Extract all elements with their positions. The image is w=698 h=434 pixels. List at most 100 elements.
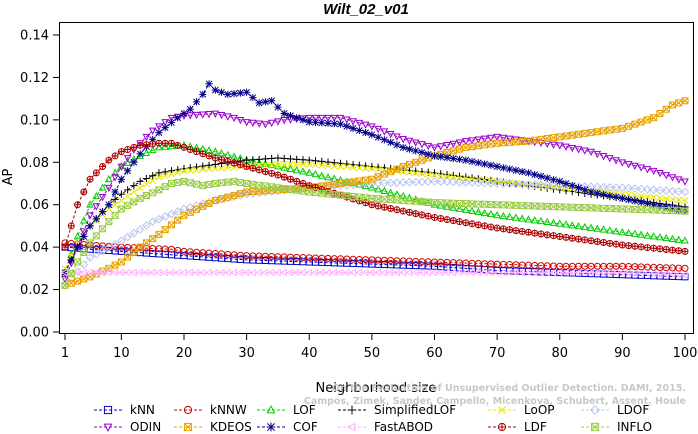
data-point-kdeos <box>468 143 476 151</box>
data-point-kdeos <box>474 142 482 150</box>
data-point-ldof <box>392 178 402 187</box>
data-point-odin <box>342 116 351 124</box>
data-point-odin <box>631 162 639 171</box>
data-point-ldf <box>92 169 100 177</box>
data-point-inflo <box>99 225 107 233</box>
data-point-cof <box>67 256 75 264</box>
data-point-loop <box>656 194 664 202</box>
y-tick-label: 0.00 <box>20 326 49 341</box>
data-point-loop <box>625 191 632 199</box>
data-point-ldf <box>456 218 464 226</box>
data-point-lof <box>549 218 558 226</box>
data-point-odin <box>574 146 583 154</box>
data-point-ldf <box>268 169 276 177</box>
data-point-loop <box>305 161 313 168</box>
data-point-loop <box>349 164 357 171</box>
data-point-kdeos <box>349 178 357 186</box>
data-point-odin <box>499 134 508 143</box>
data-point-kdeos <box>675 99 683 107</box>
data-point-ldof <box>636 184 646 194</box>
data-point-odin <box>198 111 207 119</box>
data-point-ldf <box>111 152 119 160</box>
data-point-odin <box>555 142 564 150</box>
data-point-inflo <box>305 188 313 196</box>
data-point-kdeos <box>387 168 395 176</box>
data-point-ldof <box>442 177 452 187</box>
data-point-kdeos <box>362 176 370 184</box>
data-point-lof <box>368 183 376 191</box>
data-point-ldf <box>631 242 639 250</box>
data-point-lof <box>599 225 608 233</box>
data-point-cof <box>268 97 276 105</box>
data-point-cof <box>186 105 194 113</box>
data-point-cof <box>405 145 414 153</box>
data-point-odin <box>92 203 101 211</box>
data-point-ldf <box>662 246 670 253</box>
data-point-ldf <box>211 154 219 162</box>
data-point-kdeos <box>167 221 175 229</box>
legend-item-loop: LoOP <box>488 403 555 417</box>
data-point-ldof <box>386 178 395 188</box>
data-point-kdeos <box>355 177 363 185</box>
data-point-inflo <box>575 203 583 211</box>
legend-label: kNN <box>130 403 155 417</box>
data-point-loop <box>374 165 382 173</box>
data-point-lof <box>562 220 570 228</box>
data-point-ldof <box>655 185 665 195</box>
data-point-cof <box>286 112 295 120</box>
data-point-ldof <box>455 177 464 187</box>
data-point-ldof <box>599 182 608 192</box>
data-point-cof <box>474 159 482 167</box>
data-point-ldf <box>105 156 113 164</box>
data-point-inflo <box>174 178 182 186</box>
data-point-lof <box>449 203 458 211</box>
data-point-cof <box>556 177 564 185</box>
data-point-ldof <box>530 180 540 190</box>
data-point-kdeos <box>487 140 495 148</box>
data-point-cof <box>261 98 270 106</box>
data-point-odin <box>436 143 445 151</box>
data-point-odin <box>480 135 489 143</box>
data-point-kdeos <box>136 243 144 251</box>
legend-marker <box>590 422 600 432</box>
data-point-lof <box>155 143 163 151</box>
data-point-ldof <box>618 183 627 193</box>
data-point-odin <box>649 167 658 176</box>
data-point-inflo <box>67 270 75 278</box>
data-point-kdeos <box>537 135 545 143</box>
data-point-ldf <box>61 243 69 251</box>
data-point-loop <box>111 201 119 209</box>
data-point-loop <box>330 162 338 170</box>
data-point-cof <box>380 136 388 144</box>
legend-item-simplifiedlof: SimplifiedLOF <box>338 403 456 417</box>
data-point-ldf <box>681 247 689 255</box>
data-point-kdeos <box>67 279 75 287</box>
data-point-inflo <box>506 201 514 209</box>
data-point-odin <box>681 178 689 186</box>
data-point-ldf <box>199 150 207 158</box>
data-point-lof <box>324 172 332 181</box>
data-point-odin <box>668 174 677 182</box>
data-point-loop <box>318 161 326 169</box>
data-point-kdeos <box>74 277 82 285</box>
legend-marker <box>266 404 276 414</box>
data-point-kdeos <box>543 135 551 143</box>
data-point-cof <box>299 116 307 124</box>
data-point-ldf <box>286 175 294 183</box>
data-point-cof <box>656 202 664 210</box>
data-point-odin <box>418 141 426 149</box>
data-point-lof <box>668 234 677 242</box>
data-point-loop <box>130 188 138 196</box>
data-point-ldf <box>374 202 382 210</box>
data-point-loop <box>449 173 457 181</box>
data-point-loop <box>149 177 157 185</box>
data-point-ldf <box>180 144 188 151</box>
legend-label: FastABOD <box>374 420 433 434</box>
data-point-odin <box>192 111 201 120</box>
data-point-odin <box>305 114 314 123</box>
data-point-odin <box>449 140 458 148</box>
data-point-cof <box>355 126 363 135</box>
data-point-lof <box>92 191 101 200</box>
data-point-kdeos <box>650 114 658 122</box>
